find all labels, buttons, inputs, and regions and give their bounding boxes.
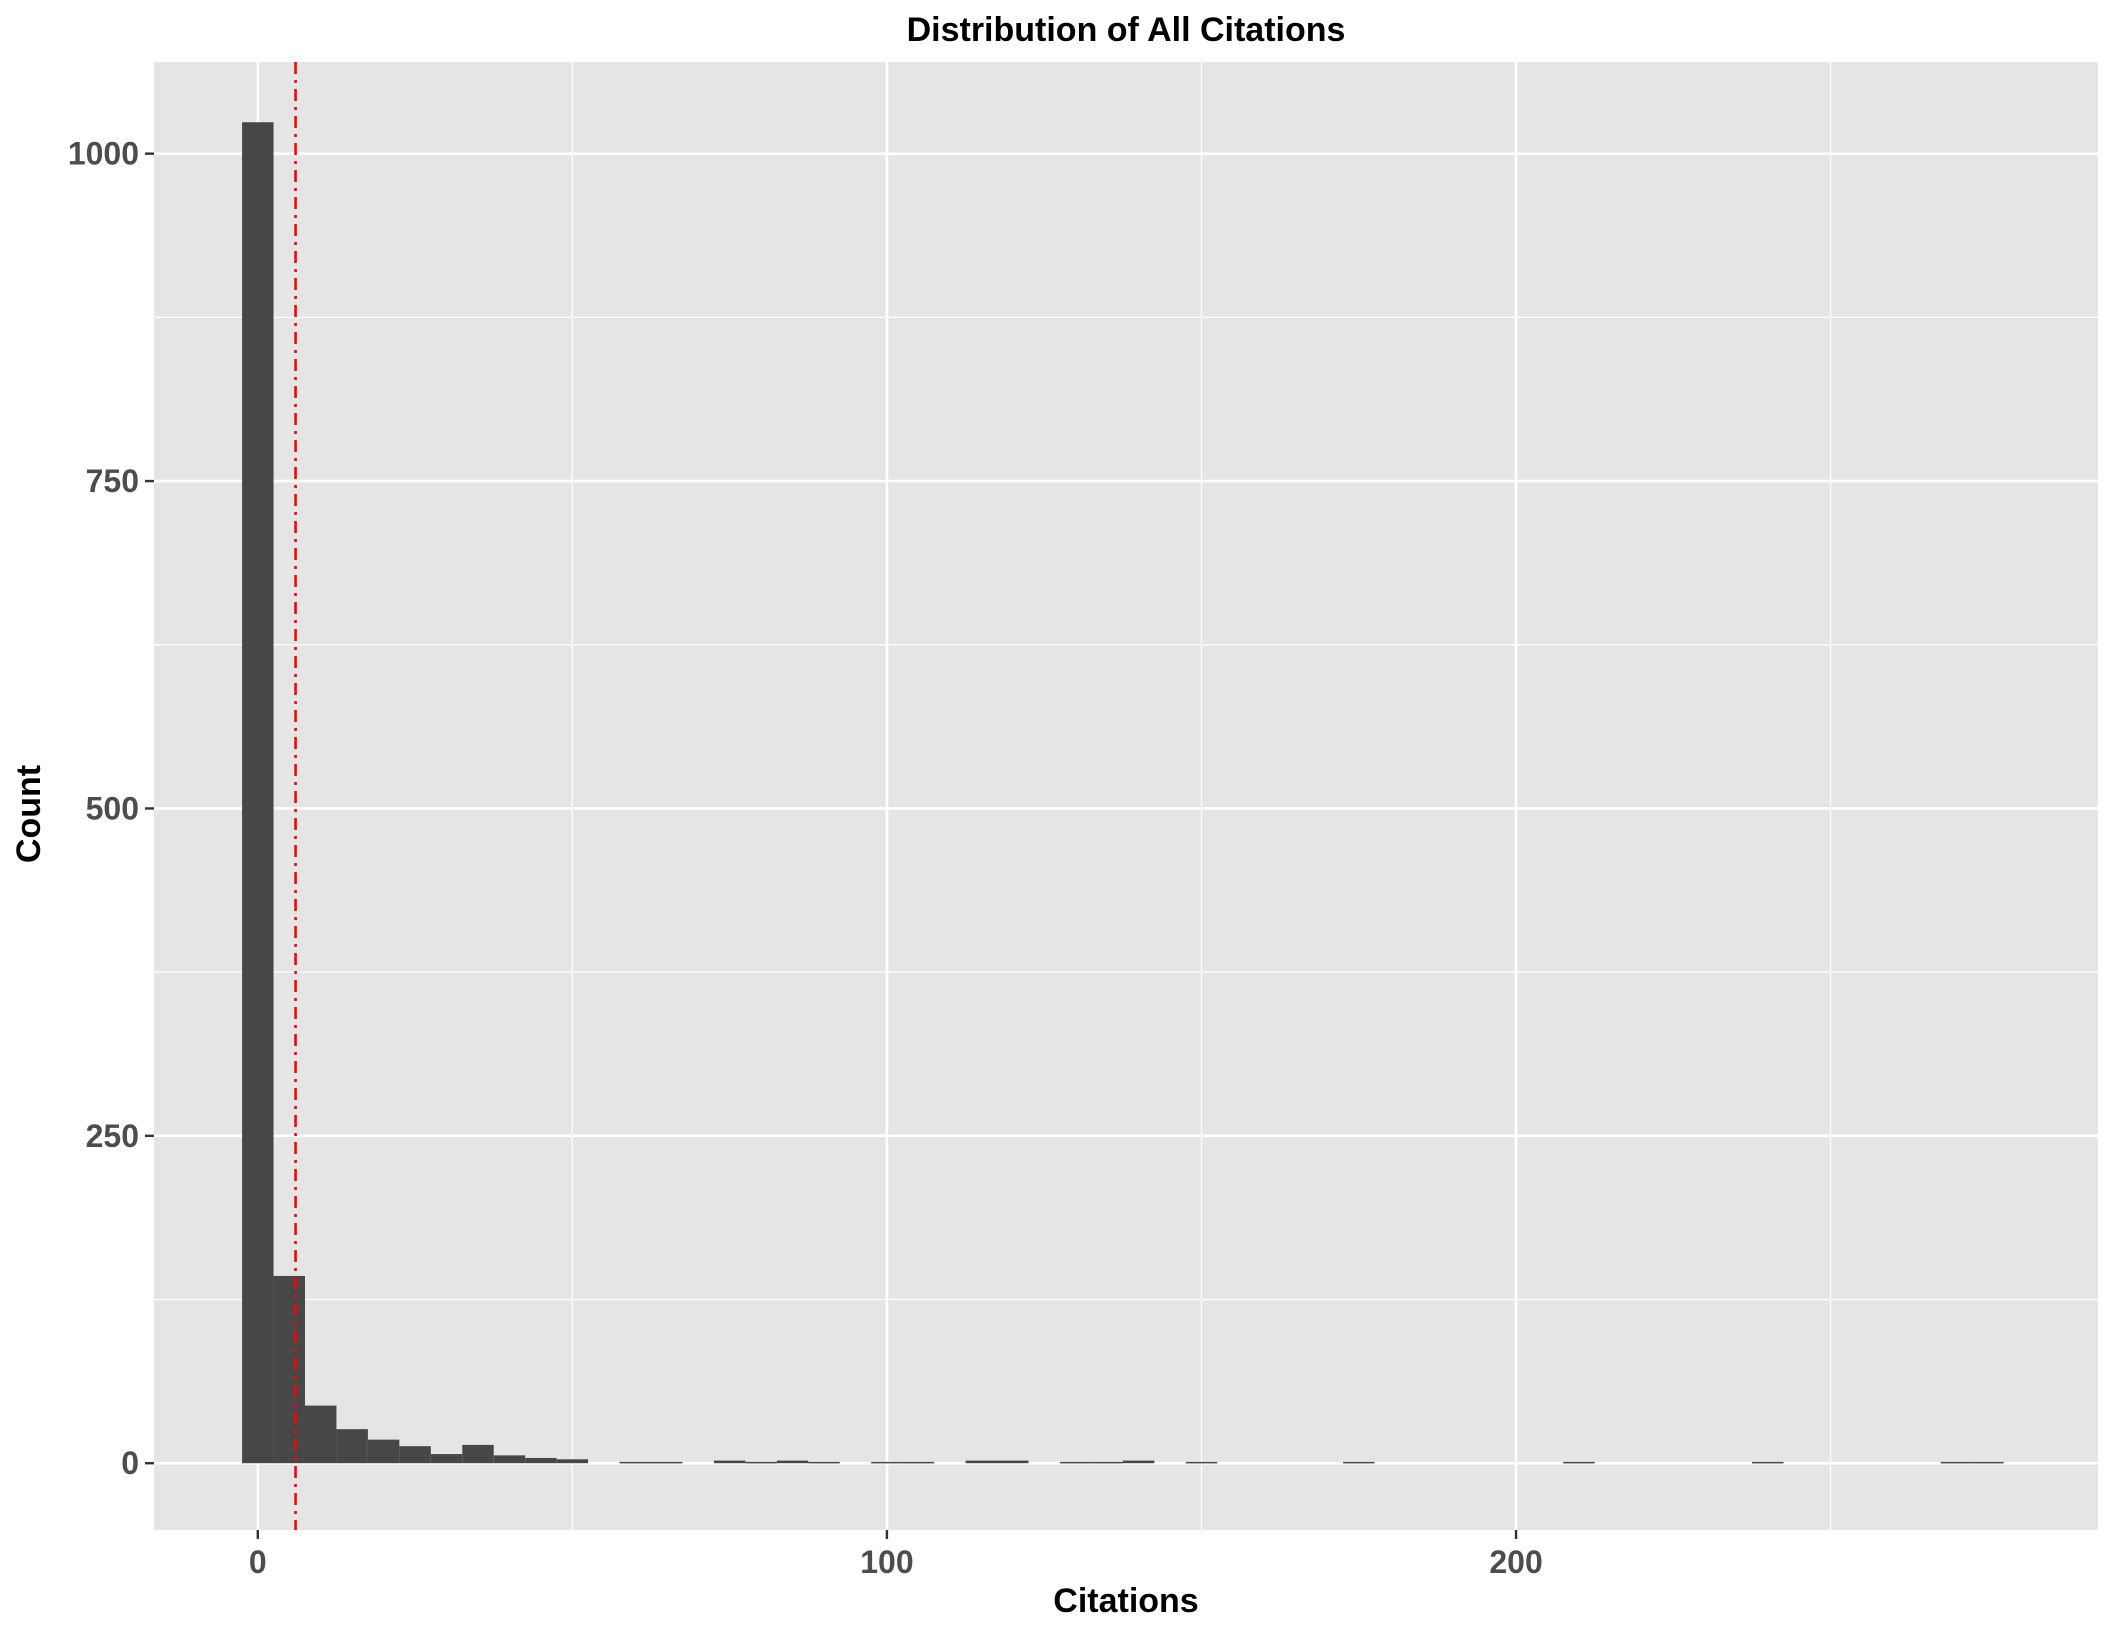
x-tick-label: 200	[1489, 1544, 1542, 1580]
x-axis-title: Citations	[1053, 1582, 1198, 1620]
histogram-bar	[462, 1444, 494, 1464]
y-tick-label: 0	[121, 1445, 139, 1481]
x-tick-label: 100	[860, 1544, 913, 1580]
histogram-bar	[242, 122, 274, 1464]
histogram-bar	[1972, 1461, 2004, 1464]
histogram-bar	[273, 1275, 305, 1464]
histogram-bar	[1091, 1461, 1123, 1464]
histogram-bar	[525, 1457, 557, 1464]
panel-background	[154, 62, 2098, 1530]
histogram-bar	[336, 1429, 368, 1464]
y-tick-label: 250	[86, 1118, 139, 1154]
plot-panel	[154, 62, 2098, 1530]
histogram-bar	[399, 1446, 431, 1464]
y-tick-label: 750	[86, 463, 139, 499]
histogram-bar	[556, 1459, 589, 1464]
y-axis: 0 250 500 750 1000	[68, 136, 154, 1481]
histogram-bar	[902, 1461, 935, 1464]
histogram-bar	[871, 1461, 903, 1464]
histogram-bar	[1751, 1461, 1784, 1464]
histogram-bar	[1940, 1461, 1973, 1464]
histogram-bar	[1343, 1461, 1375, 1464]
histogram-bar	[808, 1461, 840, 1464]
histogram-bar	[1122, 1460, 1155, 1464]
y-tick-label: 1000	[68, 136, 139, 172]
histogram-bar	[1059, 1461, 1092, 1464]
histogram-bar	[776, 1460, 809, 1464]
histogram-bar	[304, 1405, 337, 1464]
histogram-bar	[619, 1461, 652, 1464]
histogram-bar	[651, 1461, 683, 1464]
histogram-bar	[367, 1439, 400, 1464]
chart-title: Distribution of All Citations	[907, 11, 1346, 49]
histogram-bar	[493, 1455, 526, 1464]
histogram-bar	[997, 1460, 1029, 1464]
x-tick-label: 0	[249, 1544, 267, 1580]
histogram-bar	[1185, 1461, 1218, 1464]
x-axis: 0 100 200	[249, 1530, 1543, 1580]
histogram-bar	[745, 1461, 777, 1464]
histogram-bar	[965, 1460, 998, 1464]
histogram-bar	[430, 1454, 463, 1464]
histogram-bar	[1563, 1461, 1595, 1464]
histogram-bar	[713, 1460, 746, 1464]
y-tick-label: 500	[86, 790, 139, 826]
y-axis-title: Count	[10, 765, 48, 863]
